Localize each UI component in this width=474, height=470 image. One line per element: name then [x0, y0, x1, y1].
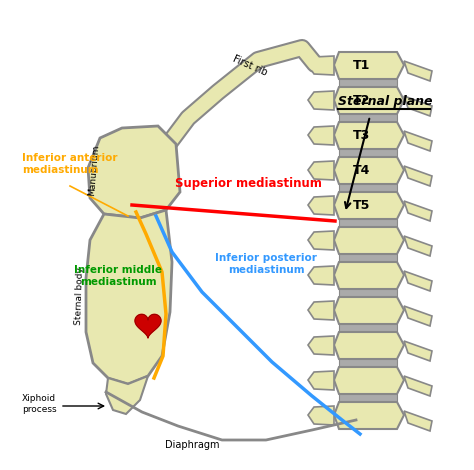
Polygon shape: [339, 359, 397, 367]
Polygon shape: [308, 91, 334, 110]
Text: Inferior anterior
mediastinum: Inferior anterior mediastinum: [22, 153, 118, 175]
Polygon shape: [404, 131, 432, 151]
Polygon shape: [308, 161, 334, 180]
Text: Manubrium: Manubrium: [87, 144, 100, 196]
Polygon shape: [308, 196, 334, 215]
Polygon shape: [334, 192, 404, 219]
Polygon shape: [308, 266, 334, 285]
Polygon shape: [334, 52, 404, 79]
Polygon shape: [339, 324, 397, 332]
Polygon shape: [404, 306, 432, 326]
Polygon shape: [334, 122, 404, 149]
Polygon shape: [339, 184, 397, 192]
Polygon shape: [404, 96, 432, 116]
Polygon shape: [404, 201, 432, 221]
Text: Diaphragm: Diaphragm: [165, 440, 219, 450]
Polygon shape: [308, 56, 334, 75]
Polygon shape: [308, 336, 334, 355]
Polygon shape: [308, 371, 334, 390]
Text: Sternal body: Sternal body: [74, 267, 85, 325]
Text: Inferior middle
mediastinum: Inferior middle mediastinum: [74, 265, 162, 287]
Polygon shape: [404, 236, 432, 256]
Polygon shape: [334, 367, 404, 394]
Polygon shape: [334, 262, 404, 289]
Polygon shape: [339, 394, 397, 402]
Text: T3: T3: [354, 129, 371, 142]
Text: T2: T2: [353, 94, 371, 107]
Polygon shape: [334, 227, 404, 254]
Text: Superior mediastinum: Superior mediastinum: [174, 178, 321, 190]
Polygon shape: [308, 301, 334, 320]
Text: T5: T5: [353, 199, 371, 212]
Text: Inferior posterior
mediastinum: Inferior posterior mediastinum: [215, 253, 317, 275]
Polygon shape: [404, 166, 432, 186]
Polygon shape: [404, 341, 432, 361]
Polygon shape: [106, 376, 148, 414]
Polygon shape: [339, 254, 397, 262]
Polygon shape: [88, 126, 180, 218]
Text: Xiphoid
process: Xiphoid process: [22, 394, 56, 414]
Text: Sternal plane: Sternal plane: [338, 95, 432, 108]
Polygon shape: [334, 87, 404, 114]
Polygon shape: [339, 219, 397, 227]
Polygon shape: [339, 79, 397, 87]
Polygon shape: [334, 402, 404, 429]
Polygon shape: [339, 114, 397, 122]
Polygon shape: [334, 157, 404, 184]
Polygon shape: [404, 411, 432, 431]
Polygon shape: [308, 126, 334, 145]
Polygon shape: [404, 61, 432, 81]
Polygon shape: [86, 210, 172, 384]
Polygon shape: [404, 376, 432, 396]
Text: T4: T4: [353, 164, 371, 177]
Polygon shape: [339, 149, 397, 157]
Text: First rib: First rib: [231, 54, 269, 78]
Polygon shape: [334, 297, 404, 324]
Polygon shape: [404, 271, 432, 291]
Polygon shape: [339, 289, 397, 297]
Polygon shape: [334, 332, 404, 359]
Polygon shape: [135, 314, 161, 338]
Polygon shape: [308, 231, 334, 250]
Polygon shape: [308, 406, 334, 425]
Text: T1: T1: [353, 59, 371, 72]
